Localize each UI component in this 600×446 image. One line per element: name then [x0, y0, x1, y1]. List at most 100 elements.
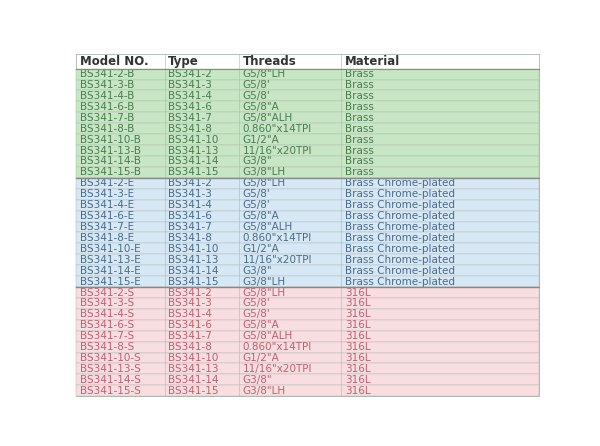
Text: G5/8"ALH: G5/8"ALH: [242, 222, 293, 232]
Text: Brass: Brass: [344, 124, 374, 134]
Bar: [76, 309, 539, 320]
Text: BS341-2-B: BS341-2-B: [80, 69, 134, 79]
Text: Brass: Brass: [344, 69, 374, 79]
Text: BS341-13: BS341-13: [168, 364, 218, 374]
Text: BS341-15-B: BS341-15-B: [80, 167, 140, 178]
Text: Brass Chrome-plated: Brass Chrome-plated: [344, 233, 455, 243]
Bar: [76, 342, 539, 353]
Text: Brass: Brass: [344, 157, 374, 166]
Text: 316L: 316L: [344, 353, 370, 363]
Bar: [76, 101, 539, 112]
Text: BS341-3-E: BS341-3-E: [80, 189, 134, 199]
Text: G5/8': G5/8': [242, 189, 270, 199]
Text: BS341-14-B: BS341-14-B: [80, 157, 140, 166]
Bar: [76, 385, 539, 396]
Text: 0.860"x14TPI: 0.860"x14TPI: [242, 342, 311, 352]
Text: BS341-6: BS341-6: [168, 102, 212, 112]
Text: 316L: 316L: [344, 310, 370, 319]
Text: BS341-2-S: BS341-2-S: [80, 288, 134, 297]
Text: Brass Chrome-plated: Brass Chrome-plated: [344, 189, 455, 199]
Text: BS341-3: BS341-3: [168, 80, 212, 90]
Text: BS341-6-E: BS341-6-E: [80, 211, 134, 221]
Bar: [76, 79, 539, 91]
Text: 316L: 316L: [344, 342, 370, 352]
Text: Brass: Brass: [344, 167, 374, 178]
Bar: [76, 265, 539, 276]
Text: BS341-14: BS341-14: [168, 375, 218, 385]
Text: BS341-8: BS341-8: [168, 342, 212, 352]
Bar: [76, 298, 539, 309]
Text: Type: Type: [168, 55, 199, 68]
Bar: [76, 178, 539, 189]
Text: BS341-2-E: BS341-2-E: [80, 178, 134, 188]
Text: Brass: Brass: [344, 145, 374, 156]
Text: BS341-8-B: BS341-8-B: [80, 124, 134, 134]
Bar: [76, 69, 539, 79]
Text: BS341-7-E: BS341-7-E: [80, 222, 134, 232]
Bar: [76, 353, 539, 363]
Text: Brass Chrome-plated: Brass Chrome-plated: [344, 200, 455, 210]
Text: BS341-7-B: BS341-7-B: [80, 113, 134, 123]
Text: 316L: 316L: [344, 298, 370, 309]
Text: BS341-8-E: BS341-8-E: [80, 233, 134, 243]
Text: BS341-7-S: BS341-7-S: [80, 331, 134, 341]
Text: BS341-10-B: BS341-10-B: [80, 135, 140, 145]
Text: BS341-8: BS341-8: [168, 124, 212, 134]
Bar: [76, 244, 539, 254]
Text: G3/8"LH: G3/8"LH: [242, 167, 286, 178]
Text: Brass: Brass: [344, 80, 374, 90]
Text: Threads: Threads: [242, 55, 296, 68]
Bar: [76, 254, 539, 265]
Text: G3/8"LH: G3/8"LH: [242, 277, 286, 287]
Text: G3/8": G3/8": [242, 375, 272, 385]
Text: BS341-3-S: BS341-3-S: [80, 298, 134, 309]
Text: G5/8': G5/8': [242, 91, 270, 101]
Bar: [76, 232, 539, 244]
Text: G5/8': G5/8': [242, 310, 270, 319]
Text: G5/8"LH: G5/8"LH: [242, 178, 286, 188]
Bar: [76, 331, 539, 342]
Bar: [76, 287, 539, 298]
Text: Brass Chrome-plated: Brass Chrome-plated: [344, 222, 455, 232]
Text: BS341-4: BS341-4: [168, 200, 212, 210]
Text: BS341-10: BS341-10: [168, 244, 218, 254]
Text: BS341-7: BS341-7: [168, 331, 212, 341]
Text: BS341-6: BS341-6: [168, 320, 212, 330]
Text: BS341-7: BS341-7: [168, 222, 212, 232]
Text: Brass Chrome-plated: Brass Chrome-plated: [344, 277, 455, 287]
Text: BS341-15-S: BS341-15-S: [80, 386, 140, 396]
Text: BS341-15: BS341-15: [168, 277, 218, 287]
Text: BS341-15: BS341-15: [168, 386, 218, 396]
Bar: [76, 276, 539, 287]
Text: BS341-2: BS341-2: [168, 288, 212, 297]
Bar: [76, 167, 539, 178]
Text: BS341-10-S: BS341-10-S: [80, 353, 140, 363]
Text: BS341-6: BS341-6: [168, 211, 212, 221]
Bar: [76, 156, 539, 167]
Text: BS341-6-B: BS341-6-B: [80, 102, 134, 112]
Text: BS341-2: BS341-2: [168, 178, 212, 188]
Text: Brass Chrome-plated: Brass Chrome-plated: [344, 211, 455, 221]
Text: BS341-14: BS341-14: [168, 157, 218, 166]
Text: Brass Chrome-plated: Brass Chrome-plated: [344, 266, 455, 276]
Text: BS341-10-E: BS341-10-E: [80, 244, 140, 254]
Bar: [76, 363, 539, 374]
Text: 316L: 316L: [344, 331, 370, 341]
Text: Material: Material: [344, 55, 400, 68]
Text: BS341-13-B: BS341-13-B: [80, 145, 140, 156]
Bar: [76, 222, 539, 232]
Text: BS341-4: BS341-4: [168, 310, 212, 319]
Text: 0.860"x14TPI: 0.860"x14TPI: [242, 124, 311, 134]
Text: G5/8': G5/8': [242, 200, 270, 210]
Text: 316L: 316L: [344, 288, 370, 297]
Text: Brass Chrome-plated: Brass Chrome-plated: [344, 244, 455, 254]
Text: 316L: 316L: [344, 375, 370, 385]
Bar: [76, 374, 539, 385]
Bar: [76, 91, 539, 101]
Text: G1/2"A: G1/2"A: [242, 244, 279, 254]
Bar: [76, 211, 539, 222]
Text: BS341-13: BS341-13: [168, 255, 218, 265]
Text: BS341-3-B: BS341-3-B: [80, 80, 134, 90]
Text: G3/8": G3/8": [242, 157, 272, 166]
Text: G5/8': G5/8': [242, 80, 270, 90]
